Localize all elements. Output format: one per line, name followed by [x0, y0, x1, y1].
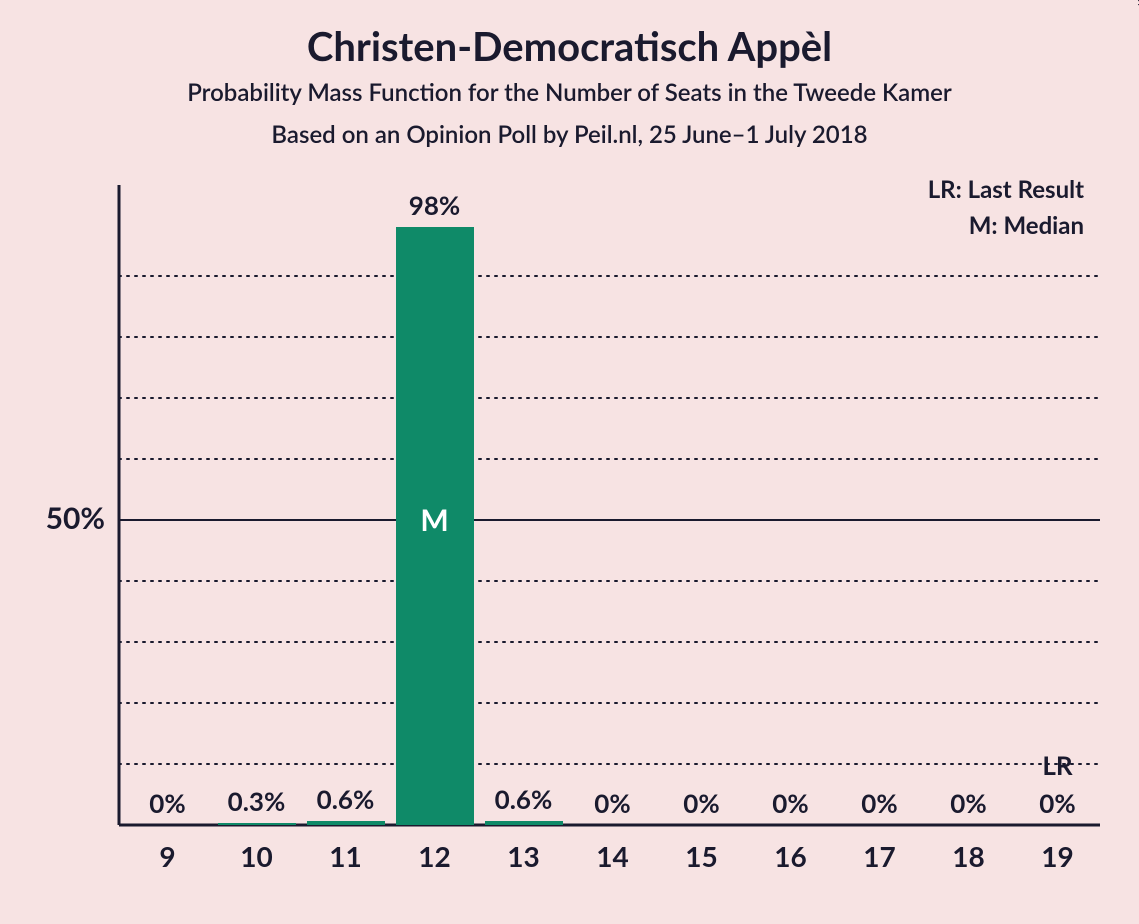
bar-rect [485, 821, 563, 825]
bar-12: 98%12M [390, 175, 479, 825]
bar-17: 0%17 [835, 175, 924, 825]
x-axis-category: 14 [568, 839, 657, 873]
bars-container: 0%90.3%100.6%1198%12M0.6%130%140%150%160… [115, 175, 1100, 825]
bar-18: 0%18 [924, 175, 1013, 825]
bar-rect [307, 821, 385, 825]
last-result-marker: LR [1013, 749, 1102, 781]
bar-13: 0.6%13 [479, 175, 568, 825]
x-axis-category: 16 [746, 839, 835, 873]
bar-value-label: 0% [835, 787, 924, 819]
x-axis-category: 13 [479, 839, 568, 873]
bar-value-label: 0.6% [301, 783, 390, 815]
median-marker: M [390, 502, 479, 538]
x-axis-category: 19 [1013, 839, 1102, 873]
chart-subtitle-2: Based on an Opinion Poll by Peil.nl, 25 … [0, 120, 1139, 149]
copyright-notice: © 2020 Filip van Laenen [1135, 0, 1139, 6]
pmf-bar-chart: 0%90.3%100.6%1198%12M0.6%130%140%150%160… [115, 175, 1100, 825]
bar-9: 0%9 [123, 175, 212, 825]
x-axis-category: 15 [657, 839, 746, 873]
bar-14: 0%14 [568, 175, 657, 825]
bar-value-label: 0% [123, 787, 212, 819]
x-axis-category: 10 [212, 839, 301, 873]
bar-19: 0%19LR [1013, 175, 1102, 825]
bar-16: 0%16 [746, 175, 835, 825]
x-axis-category: 17 [835, 839, 924, 873]
bar-11: 0.6%11 [301, 175, 390, 825]
bar-value-label: 0% [568, 787, 657, 819]
x-axis-category: 11 [301, 839, 390, 873]
bar-10: 0.3%10 [212, 175, 301, 825]
chart-title: Christen-Democratisch Appèl [0, 22, 1139, 70]
legend-m: M: Median [969, 211, 1084, 240]
bar-rect [218, 823, 296, 825]
bar-value-label: 0.3% [212, 785, 301, 817]
bar-value-label: 0% [1013, 787, 1102, 819]
x-axis-category: 12 [390, 839, 479, 873]
y-axis-major-label: 50% [25, 500, 105, 536]
bar-value-label: 0% [924, 787, 1013, 819]
x-axis-category: 18 [924, 839, 1013, 873]
bar-value-label: 0% [746, 787, 835, 819]
bar-value-label: 98% [390, 189, 479, 221]
bar-value-label: 0.6% [479, 783, 568, 815]
x-axis-category: 9 [123, 839, 212, 873]
chart-subtitle-1: Probability Mass Function for the Number… [0, 78, 1139, 107]
legend-lr: LR: Last Result [928, 175, 1084, 204]
bar-value-label: 0% [657, 787, 746, 819]
bar-15: 0%15 [657, 175, 746, 825]
